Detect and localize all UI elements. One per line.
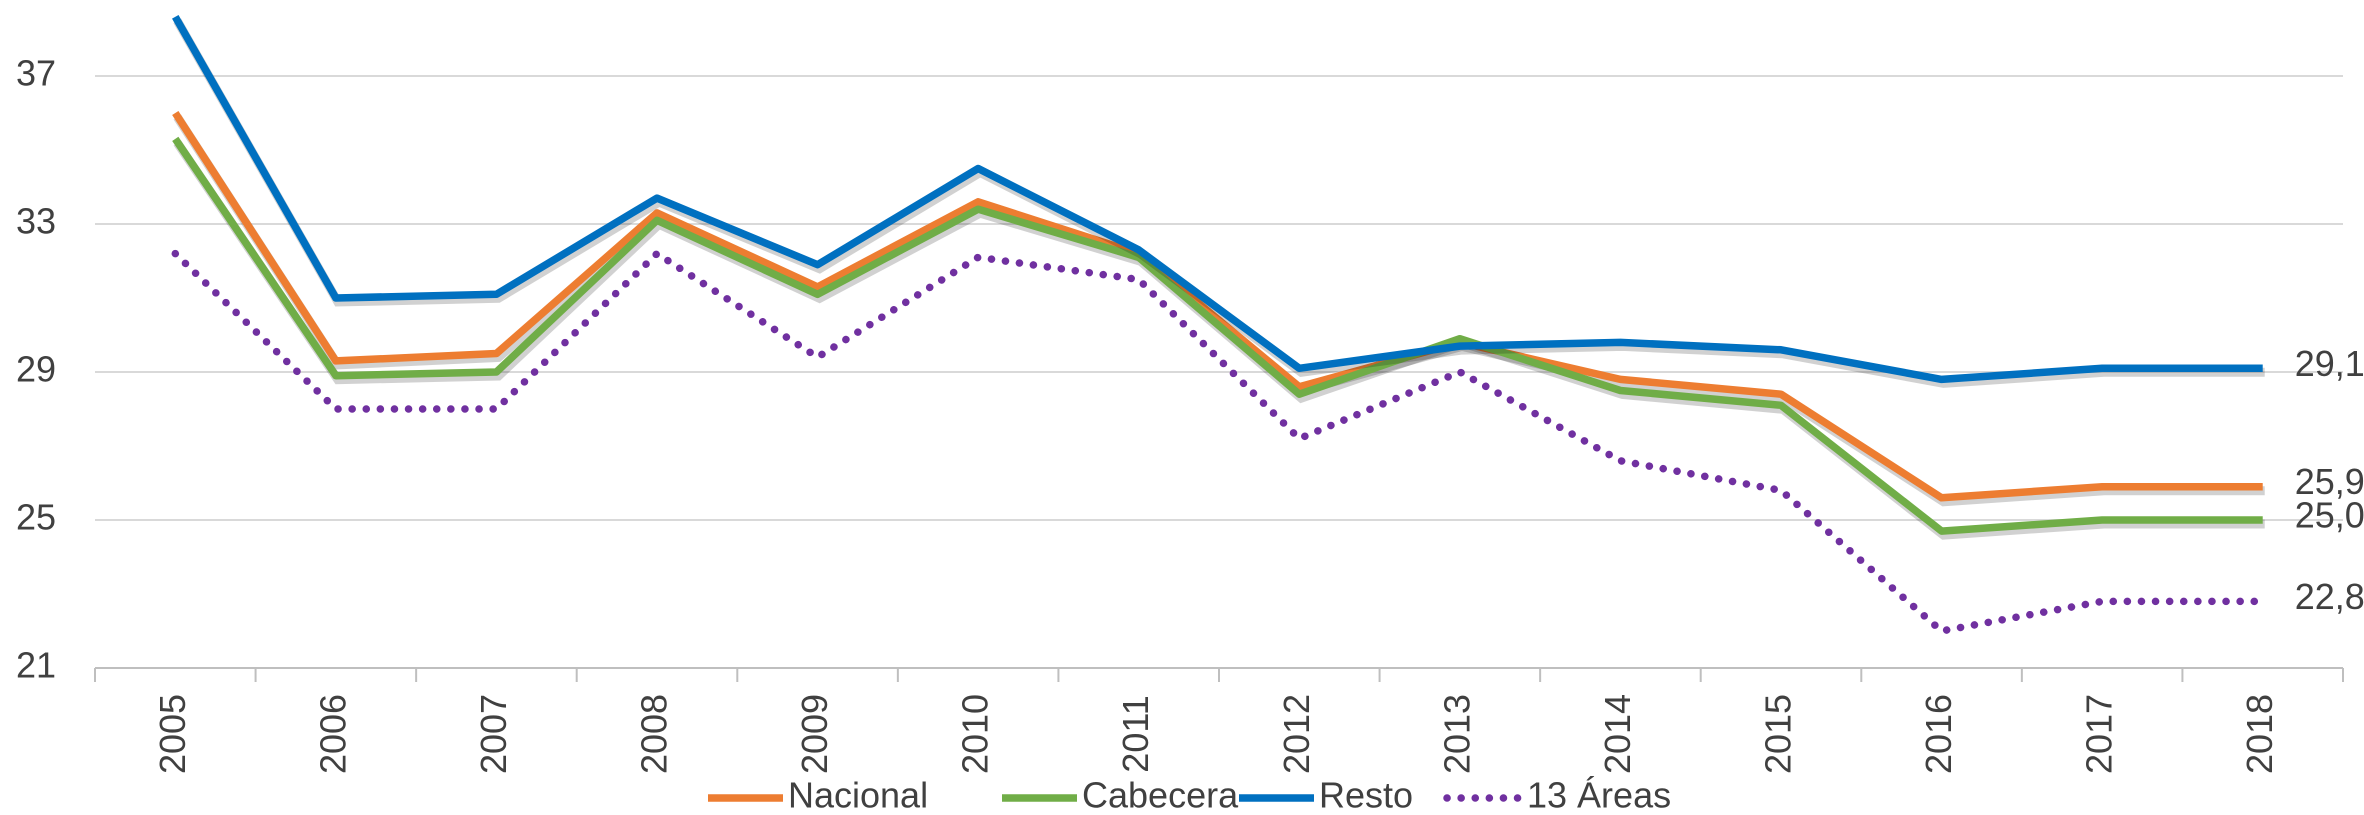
legend-label: Nacional: [788, 775, 928, 815]
x-tick-label: 2016: [1918, 694, 1959, 774]
x-tick-label: 2011: [1115, 695, 1156, 772]
series-line: [171, 249, 2267, 635]
legend-item: Nacional: [708, 775, 928, 815]
x-tick-label: 2006: [312, 694, 353, 774]
legend-item: Resto: [1239, 775, 1413, 815]
data-label: 29,1: [2295, 343, 2364, 384]
x-tick-label: 2005: [152, 694, 193, 774]
y-tick-label: 21: [16, 645, 56, 686]
x-tick-label: 2010: [955, 694, 996, 774]
x-tick-label: 2009: [794, 694, 835, 774]
x-tick-label: 2018: [2239, 694, 2280, 774]
legend-label: 13 Áreas: [1527, 775, 1671, 815]
legend-label: Cabecera: [1082, 775, 1239, 815]
x-tick-label: 2007: [473, 694, 514, 774]
legend-item: Cabecera: [1002, 775, 1239, 815]
series-line: [172, 110, 2263, 502]
y-tick-label: 29: [16, 349, 56, 390]
x-tick-label: 2017: [2079, 694, 2120, 774]
y-tick-label: 33: [16, 201, 56, 242]
data-label: 25,0: [2295, 495, 2364, 536]
x-tick-label: 2008: [634, 694, 675, 774]
y-tick-label: 37: [16, 53, 56, 94]
legend-label: Resto: [1319, 775, 1413, 815]
series-line: [172, 136, 2263, 535]
y-tick-label: 25: [16, 497, 56, 538]
legend-item: 13 Áreas: [1443, 775, 1671, 815]
x-tick-label: 2015: [1758, 694, 1799, 774]
x-tick-label: 2014: [1597, 694, 1638, 774]
data-label: 25,9: [2295, 461, 2364, 502]
data-label: 22,8: [2295, 576, 2364, 617]
x-tick-label: 2013: [1436, 694, 1477, 774]
x-tick-label: 2012: [1276, 694, 1317, 774]
line-shadow: [173, 140, 2265, 540]
series-line: [172, 14, 2263, 384]
